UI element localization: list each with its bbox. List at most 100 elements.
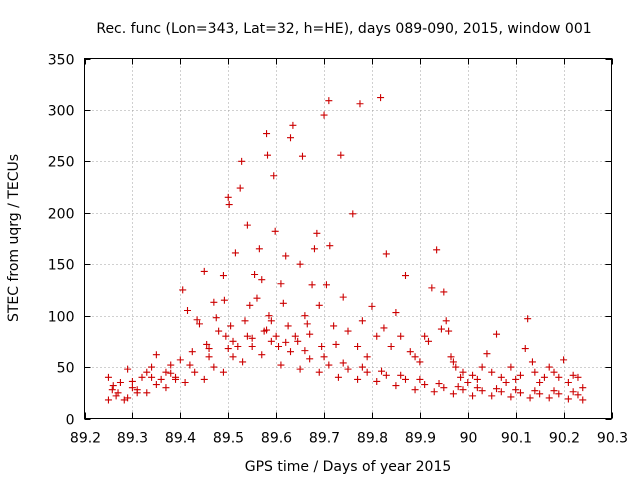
data-point (516, 389, 524, 397)
data-point (555, 373, 563, 381)
data-point (330, 322, 338, 330)
data-point (349, 210, 357, 218)
x-tick-label: 89.9 (405, 431, 436, 447)
data-point (186, 361, 194, 369)
data-point (356, 100, 364, 108)
data-point (277, 361, 285, 369)
data-point (267, 317, 275, 325)
data-point (270, 172, 278, 180)
data-point (116, 379, 124, 386)
data-point (555, 390, 563, 398)
data-point (449, 358, 457, 366)
data-points (104, 94, 587, 404)
data-point (516, 371, 524, 379)
data-point (497, 373, 505, 381)
data-point (430, 388, 438, 396)
data-point (258, 276, 266, 284)
data-point (507, 393, 515, 401)
data-point (289, 121, 297, 129)
data-point (536, 390, 544, 398)
data-point (219, 368, 227, 376)
data-point (272, 332, 280, 340)
data-point (251, 271, 259, 278)
data-point (387, 343, 395, 350)
data-point (550, 387, 558, 395)
data-point (442, 317, 450, 325)
data-point (560, 356, 568, 364)
data-point (380, 324, 388, 332)
data-point (224, 193, 232, 201)
data-point (255, 245, 263, 253)
data-point (411, 353, 419, 361)
data-point (229, 353, 237, 361)
data-point (344, 327, 352, 335)
data-point (320, 353, 328, 361)
data-point (459, 368, 467, 376)
data-point (373, 377, 381, 385)
data-point (397, 332, 405, 340)
plot-frame (84, 58, 612, 419)
data-point (457, 373, 465, 381)
data-point (437, 325, 445, 333)
data-point (325, 361, 333, 369)
data-point (564, 379, 572, 386)
data-point (258, 351, 266, 359)
data-point (143, 368, 151, 376)
data-point (195, 320, 203, 328)
data-point (203, 340, 211, 348)
data-point (315, 301, 323, 309)
data-point (406, 348, 414, 356)
data-point (167, 369, 175, 377)
data-point (445, 327, 453, 335)
data-point (337, 151, 345, 159)
data-point (363, 353, 371, 361)
data-point (339, 293, 347, 301)
data-point (433, 246, 441, 254)
data-point (497, 388, 505, 396)
data-point (315, 368, 323, 376)
data-point (421, 381, 429, 389)
data-point (238, 157, 246, 165)
data-point (222, 332, 230, 340)
data-point (488, 392, 496, 400)
data-point (243, 221, 251, 229)
data-point (277, 280, 285, 288)
data-point (205, 345, 213, 353)
data-point (215, 327, 223, 335)
data-point (152, 381, 160, 389)
data-point (296, 260, 304, 268)
data-point (440, 384, 448, 392)
x-tick-label: 89.3 (117, 431, 148, 447)
data-point (212, 314, 220, 322)
data-point (373, 332, 381, 340)
data-point (378, 367, 386, 375)
data-point (358, 317, 366, 325)
data-point (449, 390, 457, 398)
data-point (454, 383, 462, 391)
data-point (143, 389, 151, 397)
data-point (148, 363, 156, 371)
data-point (469, 371, 477, 379)
data-point (205, 353, 213, 361)
data-point (263, 130, 271, 138)
data-point (526, 394, 534, 402)
data-point (306, 355, 314, 363)
data-point (188, 348, 196, 356)
data-point (459, 386, 467, 394)
y-tick-label: 150 (48, 258, 75, 274)
data-point (325, 97, 333, 105)
data-point (193, 316, 201, 324)
data-point (109, 382, 117, 390)
data-point (564, 395, 572, 403)
data-point (478, 363, 486, 371)
data-point (447, 353, 455, 361)
x-tick-label: 89.2 (70, 431, 101, 447)
data-point (231, 249, 239, 257)
data-point (152, 351, 160, 359)
data-point (320, 111, 328, 119)
data-point (313, 229, 321, 237)
y-tick-label: 0 (66, 413, 75, 429)
x-tick-label: 90.1 (501, 431, 532, 447)
data-point (569, 371, 577, 379)
data-point (531, 368, 539, 376)
